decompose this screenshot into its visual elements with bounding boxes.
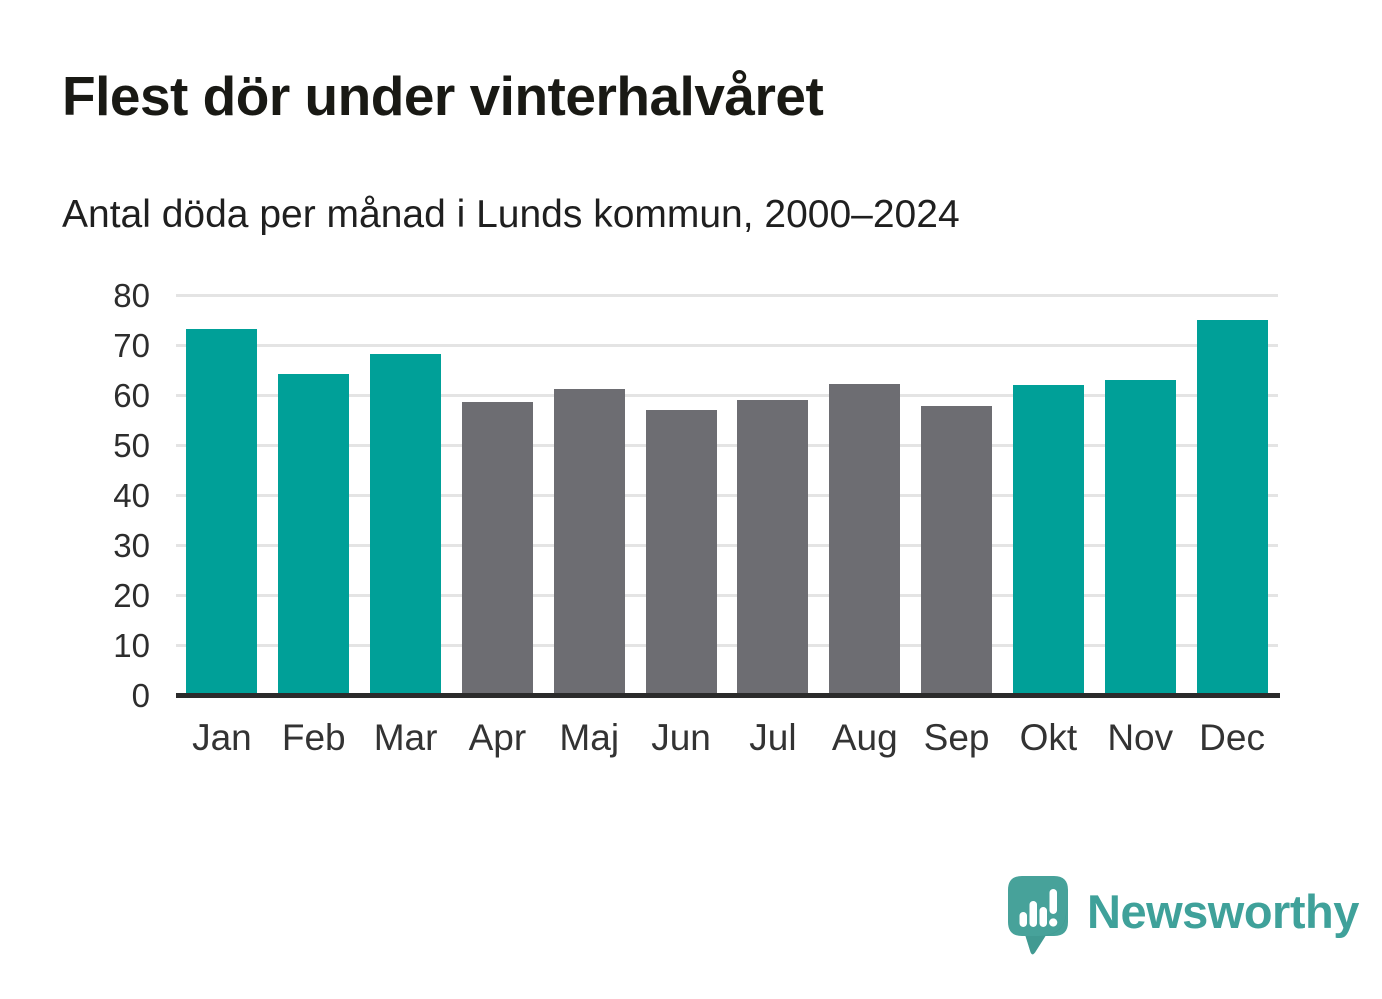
brand-footer: Newsworthy xyxy=(1008,876,1359,956)
bar-apr xyxy=(461,401,533,695)
bar-okt xyxy=(1012,385,1084,695)
x-tick-label-jan: Jan xyxy=(192,717,252,758)
brand-name: Newsworthy xyxy=(1087,885,1359,938)
x-tick-label-dec: Dec xyxy=(1199,717,1265,758)
bar-nov xyxy=(1104,380,1176,695)
bar-maj xyxy=(553,388,625,695)
y-tick-label-50: 50 xyxy=(113,426,150,464)
x-tick-label-aug: Aug xyxy=(831,717,898,758)
chart-title: Flest dör under vinterhalvåret xyxy=(62,65,824,127)
x-tick-label-sep: Sep xyxy=(923,717,990,758)
x-tick-label-jun: Jun xyxy=(651,717,711,758)
gridline-30 xyxy=(176,543,1278,547)
gridline-20 xyxy=(176,593,1278,597)
x-tick-label-maj: Maj xyxy=(559,717,620,758)
y-tick-label-0: 0 xyxy=(131,676,150,714)
bar-jun xyxy=(645,409,717,695)
bar-jul xyxy=(737,399,809,695)
newsworthy-logo-icon xyxy=(1008,876,1068,955)
y-tick-label-40: 40 xyxy=(113,476,150,514)
bar-jan xyxy=(186,329,258,695)
gridline-70 xyxy=(176,343,1278,347)
gridline-60 xyxy=(176,393,1278,397)
x-tick-label-okt: Okt xyxy=(1019,717,1078,758)
bar-dec xyxy=(1196,320,1268,695)
y-tick-label-60: 60 xyxy=(113,376,150,414)
y-tick-label-80: 80 xyxy=(113,276,150,314)
y-tick-label-10: 10 xyxy=(113,626,150,664)
chart-subtitle: Antal döda per månad i Lunds kommun, 200… xyxy=(62,193,960,236)
y-tick-label-70: 70 xyxy=(113,326,150,364)
x-tick-label-mar: Mar xyxy=(373,717,438,758)
gridline-40 xyxy=(176,493,1278,497)
y-tick-label-30: 30 xyxy=(113,526,150,564)
x-tick-label-nov: Nov xyxy=(1107,717,1174,758)
bar-feb xyxy=(278,374,350,695)
x-tick-label-apr: Apr xyxy=(468,717,527,758)
x-tick-label-jul: Jul xyxy=(749,717,797,758)
x-tick-label-feb: Feb xyxy=(281,717,346,758)
bar-sep xyxy=(921,406,993,695)
plot-area xyxy=(176,293,1278,695)
bar-aug xyxy=(829,383,901,695)
y-tick-label-20: 20 xyxy=(113,576,150,614)
gridline-80 xyxy=(176,293,1278,297)
gridline-50 xyxy=(176,443,1278,447)
x-axis-line xyxy=(176,693,1280,698)
gridline-10 xyxy=(176,643,1278,647)
bar-mar xyxy=(370,353,442,695)
